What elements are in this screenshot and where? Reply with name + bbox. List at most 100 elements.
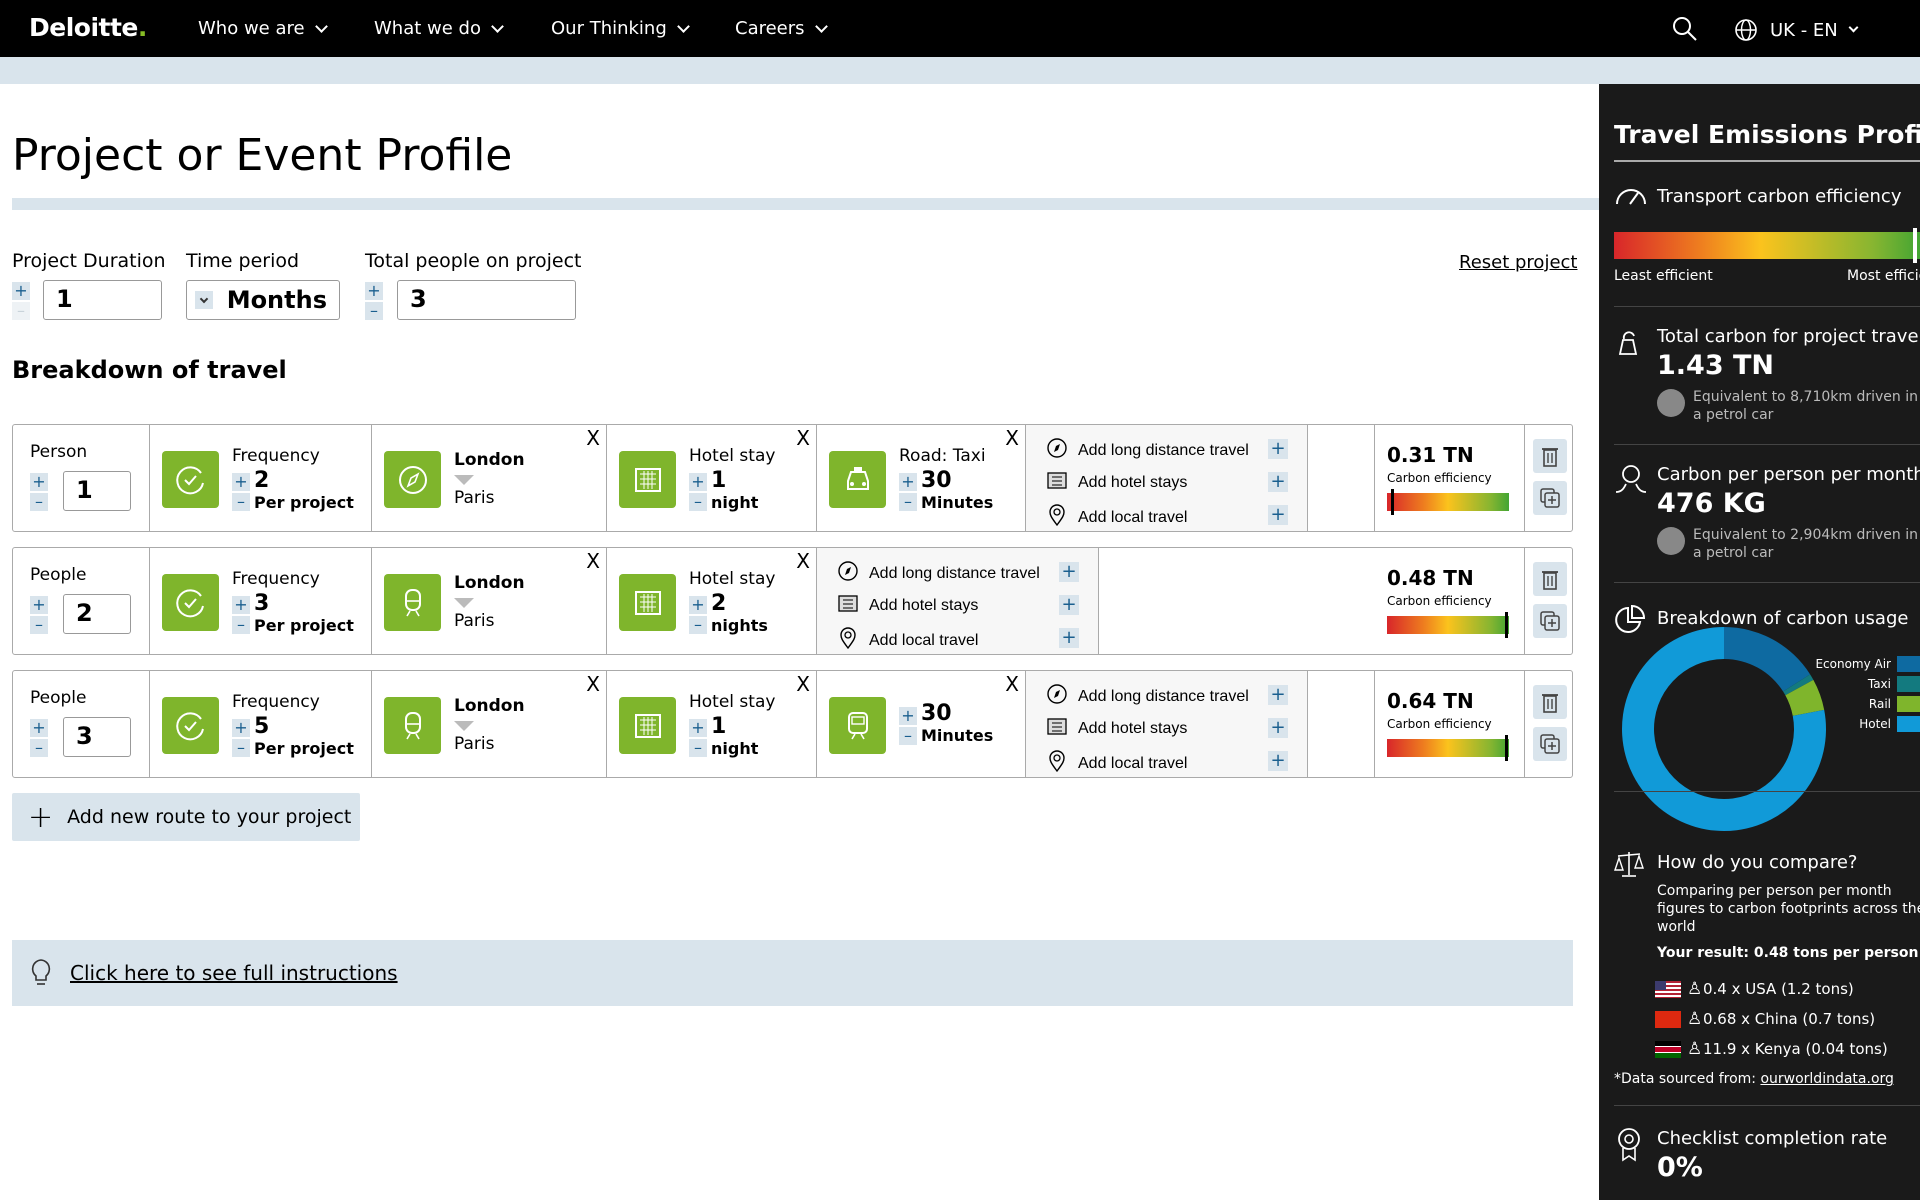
nav-what-we-do[interactable]: What we do: [374, 18, 504, 39]
duration-label: Project Duration: [12, 250, 166, 272]
decrement-button[interactable]: –: [30, 616, 48, 634]
decrement-button[interactable]: –: [899, 727, 917, 745]
people-input[interactable]: 2: [63, 594, 131, 634]
increment-button[interactable]: +: [30, 473, 48, 491]
nav-our-thinking[interactable]: Our Thinking: [551, 18, 690, 39]
increment-button[interactable]: +: [232, 596, 250, 614]
route-cell: X London Paris: [372, 425, 607, 531]
decrement-button[interactable]: –: [689, 616, 707, 634]
nights-stepper[interactable]: + –: [689, 473, 707, 511]
frequency-stepper[interactable]: + –: [232, 719, 250, 757]
decrement-button[interactable]: –: [232, 616, 250, 634]
add-local-travel-option[interactable]: Add local travel: [837, 626, 978, 655]
nights-value: 2: [711, 591, 727, 616]
divider: [1614, 306, 1920, 307]
add-hotel-stays-plus-button[interactable]: +: [1059, 595, 1079, 615]
minutes-stepper[interactable]: + –: [899, 707, 917, 745]
frequency-stepper[interactable]: + –: [232, 473, 250, 511]
add-options-cell: Add long distance travel + Add hotel stays…: [1026, 425, 1308, 531]
instructions-link[interactable]: Click here to see full instructions: [70, 961, 398, 985]
increment-button[interactable]: +: [232, 473, 250, 491]
add-hotel-stays-option[interactable]: Add hotel stays: [837, 593, 978, 618]
remove-button[interactable]: X: [586, 426, 600, 450]
source-link[interactable]: ourworldindata.org: [1760, 1071, 1894, 1087]
add-local-travel-option[interactable]: Add local travel: [1046, 749, 1187, 778]
nav-who-we-are[interactable]: Who we are: [198, 18, 328, 39]
route-cell: X London Paris: [372, 548, 607, 654]
decrement-button[interactable]: –: [232, 739, 250, 757]
remove-button[interactable]: X: [796, 672, 810, 696]
legend-swatch: [1897, 676, 1920, 692]
decrement-button[interactable]: –: [689, 493, 707, 511]
remove-button[interactable]: X: [1005, 426, 1019, 450]
increment-button[interactable]: +: [689, 719, 707, 737]
duplicate-button[interactable]: [1533, 481, 1567, 515]
increment-button[interactable]: +: [899, 707, 917, 725]
add-local-travel-plus-button[interactable]: +: [1268, 505, 1288, 525]
search-icon[interactable]: [1672, 16, 1698, 42]
remove-button[interactable]: X: [796, 426, 810, 450]
people-input[interactable]: 1: [63, 471, 131, 511]
people-label: Total people on project: [365, 250, 582, 272]
remove-button[interactable]: X: [586, 549, 600, 573]
increment-button[interactable]: +: [689, 596, 707, 614]
period-select[interactable]: Months: [186, 280, 340, 320]
scales-icon: [1614, 852, 1644, 877]
decrement-button[interactable]: –: [232, 493, 250, 511]
people-input[interactable]: 3: [397, 280, 576, 320]
add-hotel-stays-option[interactable]: Add hotel stays: [1046, 716, 1187, 741]
decrement-button[interactable]: –: [30, 739, 48, 757]
add-hotel-stays-plus-button[interactable]: +: [1268, 472, 1288, 492]
increment-button[interactable]: +: [689, 473, 707, 491]
decrement-button[interactable]: –: [12, 302, 30, 320]
duration-stepper[interactable]: + –: [12, 282, 30, 320]
deloitte-logo[interactable]: Deloitte.: [29, 13, 147, 42]
delete-button[interactable]: [1533, 439, 1567, 473]
nav-careers[interactable]: Careers: [735, 18, 828, 39]
nights-stepper[interactable]: + –: [689, 596, 707, 634]
increment-button[interactable]: +: [232, 719, 250, 737]
least-label: Least efficient: [1614, 268, 1713, 284]
add-long-distance-plus-button[interactable]: +: [1268, 439, 1288, 459]
frequency-stepper[interactable]: + –: [232, 596, 250, 634]
add-long-distance-plus-button[interactable]: +: [1268, 685, 1288, 705]
route-cell: X London Paris: [372, 671, 607, 777]
people-input[interactable]: 3: [63, 717, 131, 757]
people-stepper[interactable]: + –: [365, 282, 383, 320]
add-hotel-stays-option[interactable]: Add hotel stays: [1046, 470, 1187, 495]
delete-button[interactable]: [1533, 685, 1567, 719]
minutes-stepper[interactable]: + –: [899, 473, 917, 511]
add-long-distance-plus-button[interactable]: +: [1059, 562, 1079, 582]
increment-button[interactable]: +: [365, 282, 383, 300]
people-stepper[interactable]: + –: [30, 719, 48, 757]
duplicate-button[interactable]: [1533, 727, 1567, 761]
increment-button[interactable]: +: [30, 719, 48, 737]
increment-button[interactable]: +: [30, 596, 48, 614]
decrement-button[interactable]: –: [30, 493, 48, 511]
decrement-button[interactable]: –: [689, 739, 707, 757]
increment-button[interactable]: +: [899, 473, 917, 491]
duration-input[interactable]: 1: [43, 280, 162, 320]
people-stepper[interactable]: + –: [30, 473, 48, 511]
add-long-distance-option[interactable]: Add long distance travel: [837, 560, 1040, 587]
add-hotel-stays-plus-button[interactable]: +: [1268, 718, 1288, 738]
locale-selector[interactable]: UK - EN: [1734, 18, 1859, 42]
person-icon: ♙: [1687, 1039, 1703, 1059]
remove-button[interactable]: X: [796, 549, 810, 573]
add-route-button[interactable]: + Add new route to your project: [12, 793, 360, 841]
decrement-button[interactable]: –: [365, 302, 383, 320]
add-local-travel-option[interactable]: Add local travel: [1046, 503, 1187, 532]
people-stepper[interactable]: + –: [30, 596, 48, 634]
nights-stepper[interactable]: + –: [689, 719, 707, 757]
decrement-button[interactable]: –: [899, 493, 917, 511]
add-local-travel-plus-button[interactable]: +: [1059, 628, 1079, 648]
add-local-travel-plus-button[interactable]: +: [1268, 751, 1288, 771]
add-long-distance-option[interactable]: Add long distance travel: [1046, 683, 1249, 710]
remove-button[interactable]: X: [1005, 672, 1019, 696]
increment-button[interactable]: +: [12, 282, 30, 300]
duplicate-button[interactable]: [1533, 604, 1567, 638]
add-long-distance-option[interactable]: Add long distance travel: [1046, 437, 1249, 464]
delete-button[interactable]: [1533, 562, 1567, 596]
reset-project-link[interactable]: Reset project: [1459, 252, 1578, 273]
remove-button[interactable]: X: [586, 672, 600, 696]
